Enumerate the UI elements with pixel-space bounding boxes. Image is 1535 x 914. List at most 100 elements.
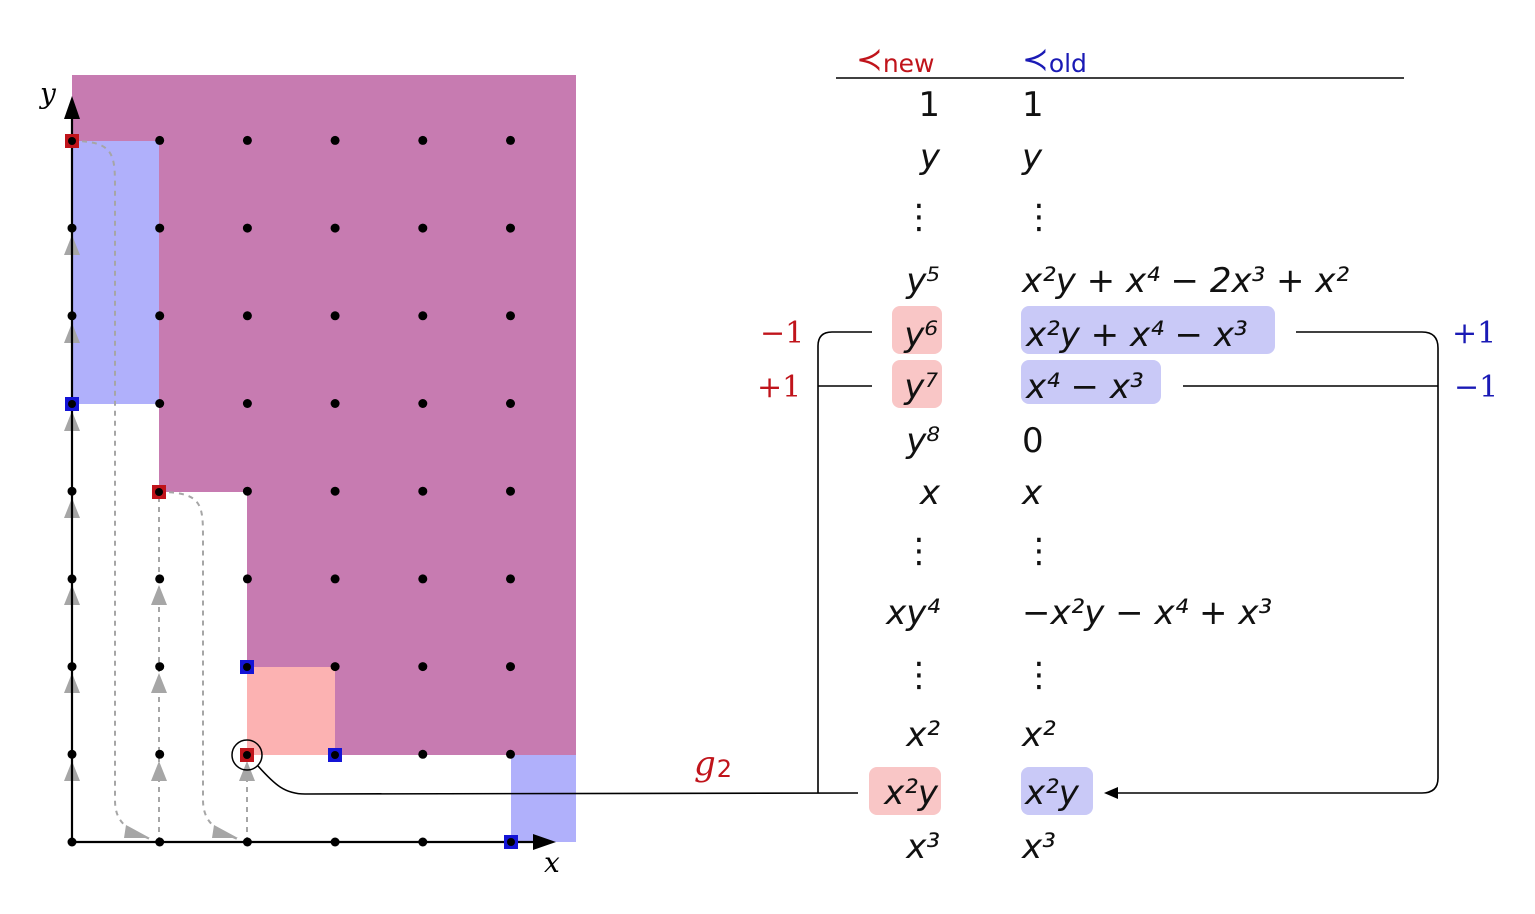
marker-dot (155, 488, 163, 496)
cell-old: x²y + x⁴ − 2x³ + x² (1021, 261, 1349, 301)
g2-connector-line (257, 765, 859, 795)
lattice-point (506, 223, 515, 233)
y-axis-arrowhead (64, 96, 80, 119)
lattice-point (67, 574, 77, 584)
cell-old: ⋮ (1022, 197, 1056, 237)
side-connectors (817, 331, 1439, 794)
grey-arrowhead (151, 585, 167, 605)
region-group (72, 75, 576, 842)
lattice-point (330, 311, 340, 321)
lattice-point (330, 837, 340, 847)
lattice-point (330, 223, 340, 233)
cell-old: 0 (1022, 421, 1044, 461)
g2-connector: g2 (257, 744, 859, 795)
lattice-points (67, 135, 515, 847)
g2-label: g2 (694, 744, 732, 784)
lattice-point (242, 837, 252, 847)
lattice-point (506, 749, 515, 759)
cell-old: y (1021, 137, 1043, 177)
cell-old: x (1021, 473, 1043, 513)
x-axis-label: x (544, 846, 560, 879)
lattice-point (67, 311, 77, 321)
lattice-point (506, 662, 515, 672)
lattice-point (418, 486, 428, 496)
right-label-y6: +1 (1452, 316, 1496, 351)
lattice-point (155, 749, 165, 759)
cell-new: y⁷ (903, 367, 938, 407)
highlight-new-y6 (892, 306, 942, 354)
axes-group: x y (38, 77, 560, 879)
lattice-point (155, 223, 165, 233)
lattice-point (418, 399, 428, 408)
cell-old: x³ (1021, 827, 1056, 867)
lattice-point (506, 574, 515, 584)
cell-new: x²y (883, 773, 939, 813)
grey-arrowhead (212, 825, 238, 838)
cell-new: ⋮ (902, 655, 936, 695)
lattice-point (242, 574, 252, 584)
lattice-point (242, 135, 252, 145)
cell-old: x²y (1024, 773, 1080, 813)
cell-old: −x²y − x⁴ + x³ (1022, 593, 1272, 633)
lattice-point (330, 662, 340, 672)
left-label-y6: −1 (760, 316, 804, 351)
lattice-point (155, 574, 165, 584)
lattice-point (155, 662, 165, 672)
lattice-point (330, 135, 340, 145)
lattice-point (242, 399, 252, 408)
marker-dot (68, 137, 76, 145)
cell-new: x (919, 473, 941, 513)
lattice-point (67, 662, 77, 672)
lattice-point (242, 223, 252, 233)
x-axis-arrowhead (533, 834, 556, 850)
dashed-curve-2 (158, 491, 241, 841)
right-bracket (1110, 331, 1439, 794)
lattice-point (330, 399, 340, 408)
highlight-old-y6 (1021, 306, 1275, 354)
left-label-y7: +1 (757, 370, 801, 405)
highlight-new-x2y (869, 767, 941, 815)
lattice-point (506, 486, 515, 496)
lattice-point (418, 837, 428, 847)
highlight-new-y7 (892, 360, 942, 408)
cell-old: ⋮ (1022, 655, 1056, 695)
cell-new: x³ (905, 827, 940, 867)
lattice-point (418, 662, 428, 672)
lattice-point (155, 837, 165, 847)
grey-arrowhead (124, 825, 150, 838)
marker-group (65, 134, 518, 849)
marker-dot (243, 751, 251, 759)
cell-old: ⋮ (1022, 531, 1056, 571)
header-new: ≺new (856, 40, 935, 78)
marker-dot (507, 838, 515, 846)
g2-highlight-circle (231, 739, 263, 771)
grey-arrowhead (151, 673, 167, 693)
lattice-point (506, 399, 515, 408)
grey-arrowhead (151, 761, 167, 781)
y-axis-label: y (38, 77, 57, 110)
lattice-point (418, 749, 428, 759)
marker-dot (68, 400, 76, 408)
cell-old: x²y + x⁴ − x³ (1025, 315, 1248, 355)
lattice-point (67, 223, 77, 233)
lattice-point (155, 135, 165, 145)
lattice-point (155, 399, 165, 408)
blue-region-x-axis (511, 755, 576, 842)
lattice-point (418, 135, 428, 145)
purple-region-top (72, 75, 576, 141)
cell-new: ⋮ (902, 197, 936, 237)
pink-region (247, 667, 335, 755)
lattice-point (506, 311, 515, 321)
marker-dot (243, 663, 251, 671)
cell-new: xy⁴ (885, 593, 940, 633)
cell-new: y⁸ (905, 421, 940, 461)
cell-new: y (919, 137, 941, 177)
lattice-point (330, 486, 340, 496)
highlight-old-x2y (1021, 767, 1093, 815)
header-old: ≺old (1022, 40, 1087, 78)
grey-arrowhead (239, 761, 255, 781)
arrow-to-x2y (1104, 787, 1118, 799)
cell-new: y⁵ (905, 261, 940, 301)
lattice-point (506, 135, 515, 145)
